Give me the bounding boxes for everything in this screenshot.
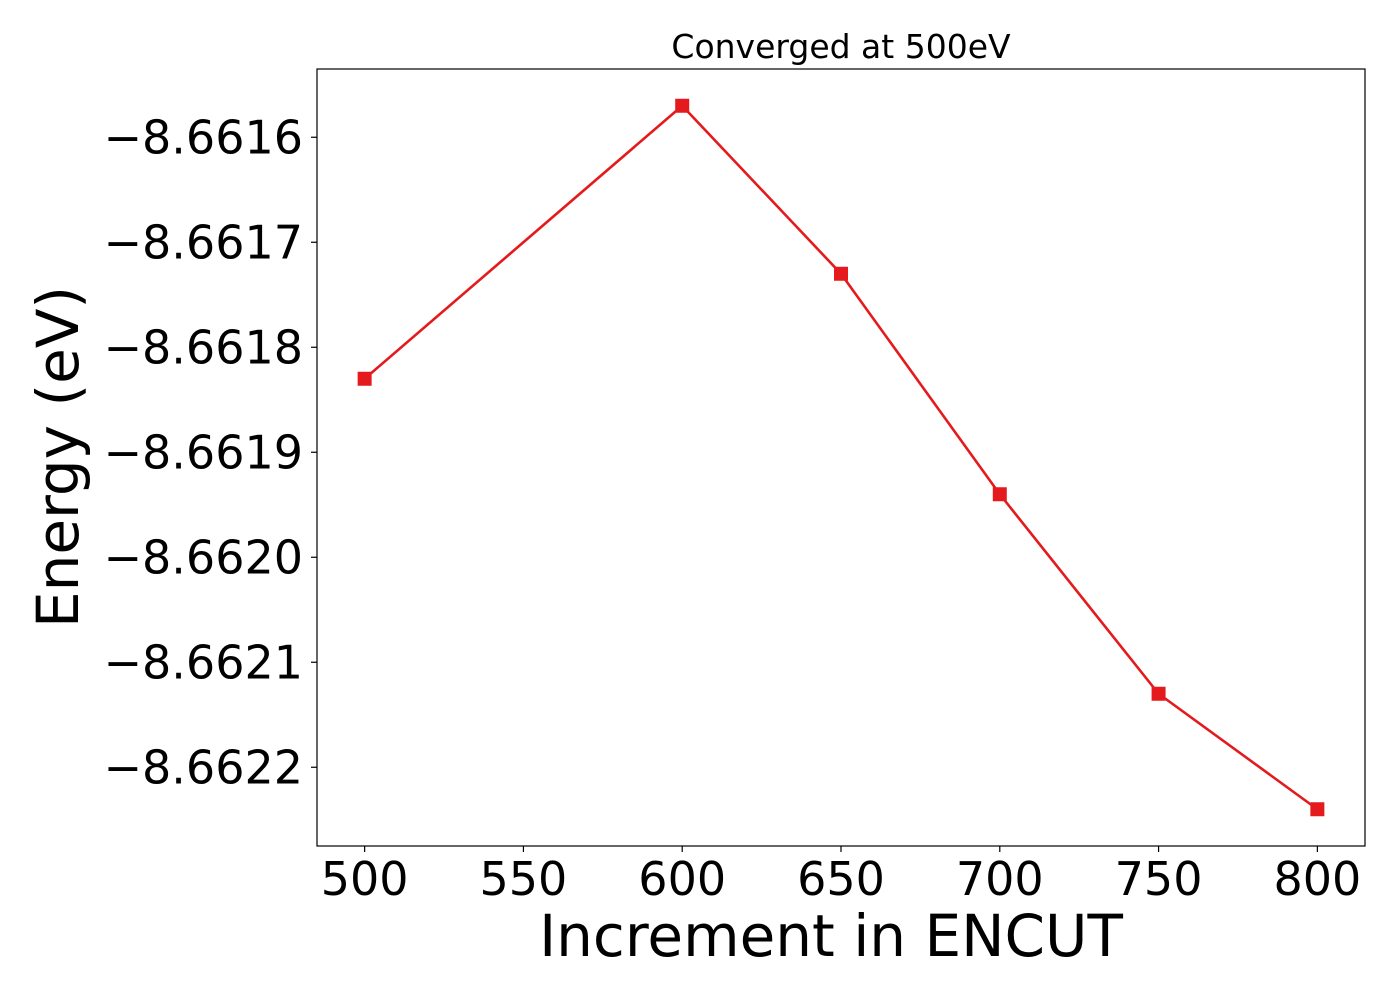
y-tick-label-4: −8.6620: [104, 530, 304, 584]
data-point-5: [1310, 802, 1325, 817]
x-tick-label-0: 500: [321, 852, 409, 906]
x-tick-label-6: 800: [1273, 852, 1361, 906]
x-axis-label: Increment in ENCUT: [539, 902, 1123, 970]
x-tick-label-1: 550: [480, 852, 568, 906]
y-tick-label-5: −8.6621: [104, 635, 304, 689]
data-point-0: [357, 371, 372, 386]
data-point-4: [1151, 686, 1166, 701]
y-tick-label-6: −8.6622: [104, 740, 304, 794]
plot-frame: [316, 68, 1366, 847]
y-axis-label: Energy (eV): [24, 286, 92, 628]
y-tick-label-2: −8.6618: [104, 320, 304, 374]
y-tick-label-3: −8.6619: [104, 425, 304, 479]
x-tick-label-4: 700: [956, 852, 1044, 906]
data-point-3: [992, 487, 1007, 502]
data-point-2: [834, 266, 848, 281]
x-tick-label-5: 750: [1115, 852, 1203, 906]
plot-marks: [357, 98, 1325, 817]
y-tick-label-0: −8.6616: [104, 110, 304, 164]
x-tick-label-3: 650: [797, 852, 885, 906]
data-point-1: [675, 98, 690, 113]
chart-title: Converged at 500eV: [671, 27, 1011, 66]
axis-ticks: 500 550 600 650 700 750 800 −8.6616 −8.6617 −8.66…: [104, 110, 1362, 906]
series-line-0: [363, 104, 1319, 811]
y-tick-label-1: −8.6617: [104, 215, 304, 269]
x-tick-label-2: 600: [638, 852, 726, 906]
